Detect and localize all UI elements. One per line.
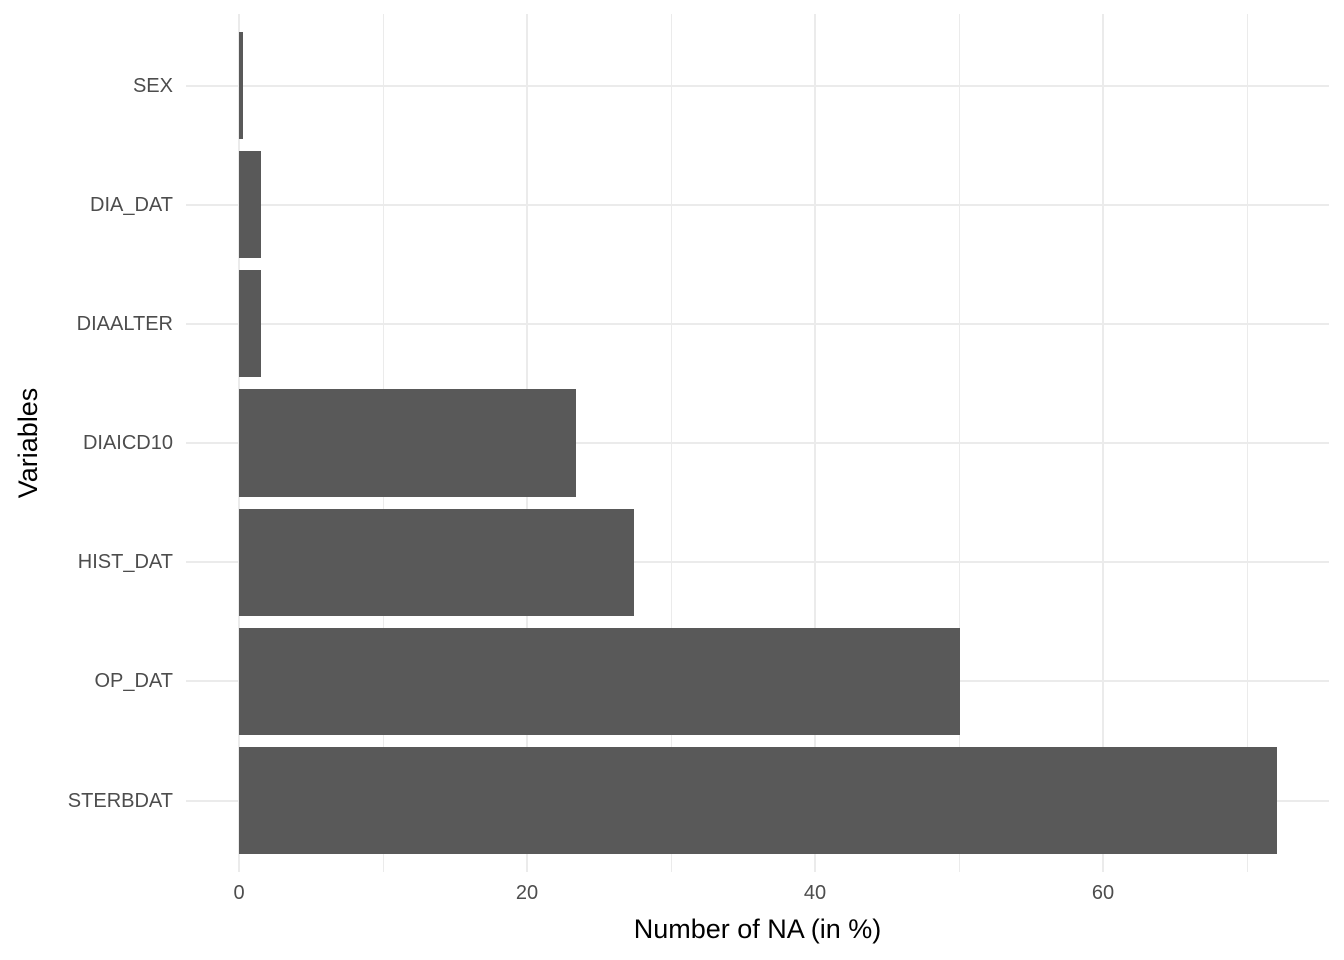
x-tick-label-60: 60 xyxy=(1091,882,1115,904)
y-tick-label-op_dat: OP_DAT xyxy=(94,670,173,693)
bar-sterbdat xyxy=(239,746,1278,855)
y-tick-label-sex: SEX xyxy=(132,74,173,97)
gridline-row-diaicd10 xyxy=(186,442,1329,444)
bar-op_dat xyxy=(239,627,961,735)
bar-sex xyxy=(239,31,243,140)
gridline-row-diaalter xyxy=(186,322,1329,325)
x-axis-title: Number of NA (in %) xyxy=(633,914,882,944)
y-tick-label-sterbdat: STERBDAT xyxy=(67,789,173,812)
y-tick-label-diaalter: DIAALTER xyxy=(76,312,173,335)
gridline-row-hist_dat xyxy=(186,561,1329,564)
bar-diaalter xyxy=(239,270,261,378)
plot-panel xyxy=(186,14,1329,872)
bar-diaicd10 xyxy=(239,389,576,497)
y-tick-label-hist_dat: HIST_DAT xyxy=(77,551,173,574)
x-tick-label-40: 40 xyxy=(803,882,827,904)
y-tick-label-dia_dat: DIA_DAT xyxy=(90,193,173,216)
x-tick-label-20: 20 xyxy=(515,882,539,904)
gridline-row-sex xyxy=(186,84,1329,87)
y-tick-label-diaicd10: DIAICD10 xyxy=(82,432,173,454)
bar-hist_dat xyxy=(239,508,634,616)
bar-dia_dat xyxy=(239,151,261,259)
x-tick-label-0: 0 xyxy=(233,882,245,904)
gridline-row-dia_dat xyxy=(186,203,1329,206)
